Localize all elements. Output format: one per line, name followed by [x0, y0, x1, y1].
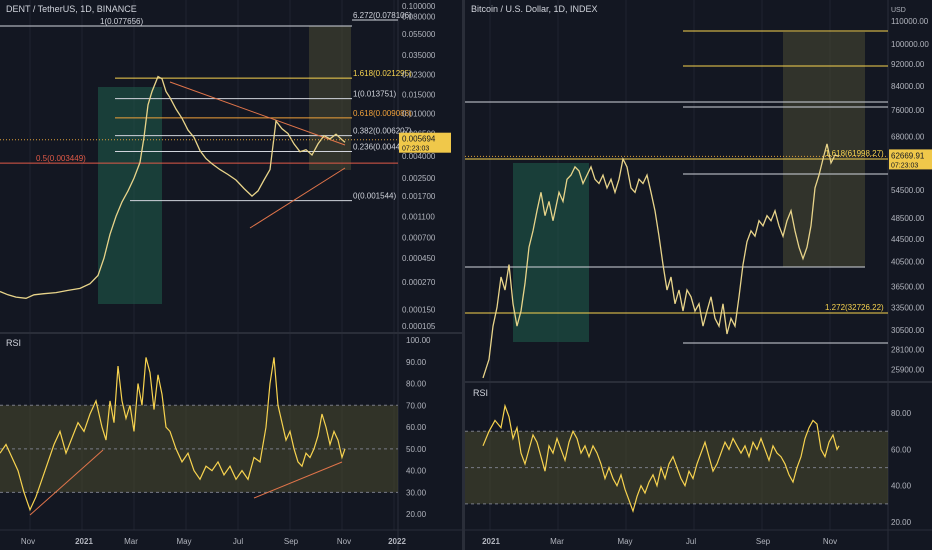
price-axis-tick-label: 100000.00 — [891, 40, 929, 49]
accumulation-zone — [98, 87, 162, 304]
current-price-badge-countdown: 07:23:03 — [891, 162, 918, 169]
price-axis-tick-label: 28100.00 — [891, 346, 925, 355]
price-axis-tick-label: 84000.00 — [891, 82, 925, 91]
btc-chart-panel[interactable]: USD 1.618(61998.27) 1.272(32726.22) 110000.… — [465, 0, 932, 550]
time-axis-tick-label: 2021 — [482, 537, 500, 546]
price-axis-tick-label: 0.100000 — [402, 2, 436, 11]
fib-level-label: 6.272(0.078106) — [353, 11, 412, 20]
price-axis-tick-label: 0.001700 — [402, 192, 436, 201]
dent-chart-svg[interactable]: 1(0.077656) 6.272(0.078106) 1.618(0.021295… — [0, 0, 463, 550]
time-axis-tick-label: Jul — [233, 537, 243, 546]
current-price-badge-value: 0.005694 — [402, 135, 436, 144]
rsi-axis-tick-label: 60.00 — [406, 423, 427, 432]
price-axis-tick-label: 33500.00 — [891, 303, 925, 312]
price-axis-tick-label: 0.001100 — [402, 212, 435, 221]
rsi-axis-tick-label: 20.00 — [891, 518, 912, 527]
fib-level-label: 0.618(0.009088) — [353, 109, 412, 118]
price-axis-tick-label: 30500.00 — [891, 326, 925, 335]
time-axis-tick-label: Sep — [284, 537, 299, 546]
dent-chart-title: DENT / TetherUS, 1D, BINANCE — [6, 4, 137, 14]
dent-rsi-label: RSI — [6, 338, 22, 348]
price-axis-tick-label: 110000.00 — [891, 17, 929, 26]
panel-divider[interactable] — [462, 0, 465, 550]
rsi-axis-tick-label: 60.00 — [891, 445, 912, 454]
dent-chart-panel[interactable]: 1(0.077656) 6.272(0.078106) 1.618(0.021295… — [0, 0, 463, 550]
rsi-axis-tick-label: 40.00 — [891, 482, 912, 491]
fib-level-label: 1(0.013751) — [353, 90, 396, 99]
time-axis-tick-label: Sep — [756, 537, 771, 546]
btc-chart-svg[interactable]: USD 1.618(61998.27) 1.272(32726.22) 110000.… — [465, 0, 932, 550]
price-axis-tick-label: 0.002500 — [402, 174, 436, 183]
price-axis-tick-label: 0.015000 — [402, 91, 436, 100]
fib-level-label: 0.236(0.004425) — [353, 142, 412, 151]
price-axis-unit: USD — [891, 7, 906, 14]
btc-chart-title: Bitcoin / U.S. Dollar, 1D, INDEX — [471, 4, 598, 14]
current-price-badge-countdown: 07:23:03 — [402, 146, 429, 153]
rsi-trendline — [253, 461, 343, 499]
price-axis-tick-label: 0.000700 — [402, 233, 436, 242]
time-axis-tick-label: May — [176, 537, 191, 546]
fib-level-label: 1.618(61998.27) — [825, 149, 884, 158]
price-axis-tick-label: 76000.00 — [891, 106, 925, 115]
price-axis-tick-label: 0.010000 — [402, 109, 436, 118]
rsi-axis-tick-label: 90.00 — [406, 358, 427, 367]
time-axis-tick-label: Mar — [550, 537, 564, 546]
current-price-badge-value: 62669.91 — [891, 151, 925, 160]
price-axis-tick-label: 0.000450 — [402, 254, 436, 263]
rsi-axis-tick-label: 70.00 — [406, 401, 427, 410]
rsi-axis-tick-label: 80.00 — [891, 409, 912, 418]
rsi-trendline — [29, 449, 104, 516]
time-axis-tick-label: Nov — [337, 537, 351, 546]
rsi-series-line — [482, 403, 840, 514]
price-axis-tick-label: 0.080000 — [402, 12, 436, 21]
support-trendline — [249, 167, 346, 229]
price-series-line — [482, 143, 840, 379]
time-axis-tick-label: Nov — [823, 537, 837, 546]
fib-level-label: 0.5(0.003449) — [36, 154, 86, 163]
price-axis-tick-label: 44500.00 — [891, 235, 925, 244]
target-zone — [783, 32, 865, 267]
time-axis-tick-label: 2021 — [75, 537, 93, 546]
price-axis-tick-label: 25900.00 — [891, 365, 925, 374]
time-axis-tick-label: May — [617, 537, 632, 546]
price-axis-tick-label: 40500.00 — [891, 258, 925, 267]
price-axis-tick-label: 36500.00 — [891, 283, 925, 292]
price-axis-tick-label: 0.000270 — [402, 278, 436, 287]
rsi-axis-tick-label: 100.00 — [406, 336, 431, 345]
rsi-axis-tick-label: 20.00 — [406, 510, 427, 519]
rsi-axis-tick-label: 30.00 — [406, 488, 427, 497]
price-series-line — [0, 75, 346, 299]
price-axis-tick-label: 0.023000 — [402, 71, 436, 80]
resistance-trendline — [169, 81, 346, 146]
time-axis-tick-label: 2022 — [388, 537, 406, 546]
time-axis-tick-label: Jul — [686, 537, 696, 546]
rsi-axis-tick-label: 50.00 — [406, 445, 427, 454]
price-axis-tick-label: 0.055000 — [402, 30, 436, 39]
target-zone — [309, 26, 351, 170]
fib-level-label: 0.382(0.006207) — [353, 127, 412, 136]
rsi-axis-tick-label: 40.00 — [406, 467, 427, 476]
price-axis-tick-label: 0.000105 — [402, 322, 436, 331]
rsi-axis-tick-label: 80.00 — [406, 380, 427, 389]
price-axis-tick-label: 48500.00 — [891, 214, 925, 223]
price-axis-tick-label: 54500.00 — [891, 186, 925, 195]
fib-level-label: 1(0.077656) — [100, 17, 143, 26]
fib-level-label: 1.272(32726.22) — [825, 303, 884, 312]
fib-level-label: 1.618(0.021295) — [353, 69, 412, 78]
current-price-badge — [399, 132, 451, 153]
price-axis-tick-label: 0.000150 — [402, 305, 436, 314]
accumulation-zone — [513, 163, 589, 342]
time-axis-tick-label: Nov — [21, 537, 35, 546]
fib-level-label: 0(0.001544) — [353, 192, 396, 201]
price-axis-tick-label: 0.004000 — [402, 152, 436, 161]
current-price-badge — [889, 149, 932, 170]
price-axis-tick-label: 0.035000 — [402, 51, 436, 60]
price-axis-tick-label: 92000.00 — [891, 60, 925, 69]
time-axis-tick-label: Mar — [124, 537, 138, 546]
price-axis-tick-label: 68000.00 — [891, 133, 925, 142]
rsi-series-line — [0, 357, 346, 512]
btc-rsi-label: RSI — [473, 388, 489, 398]
